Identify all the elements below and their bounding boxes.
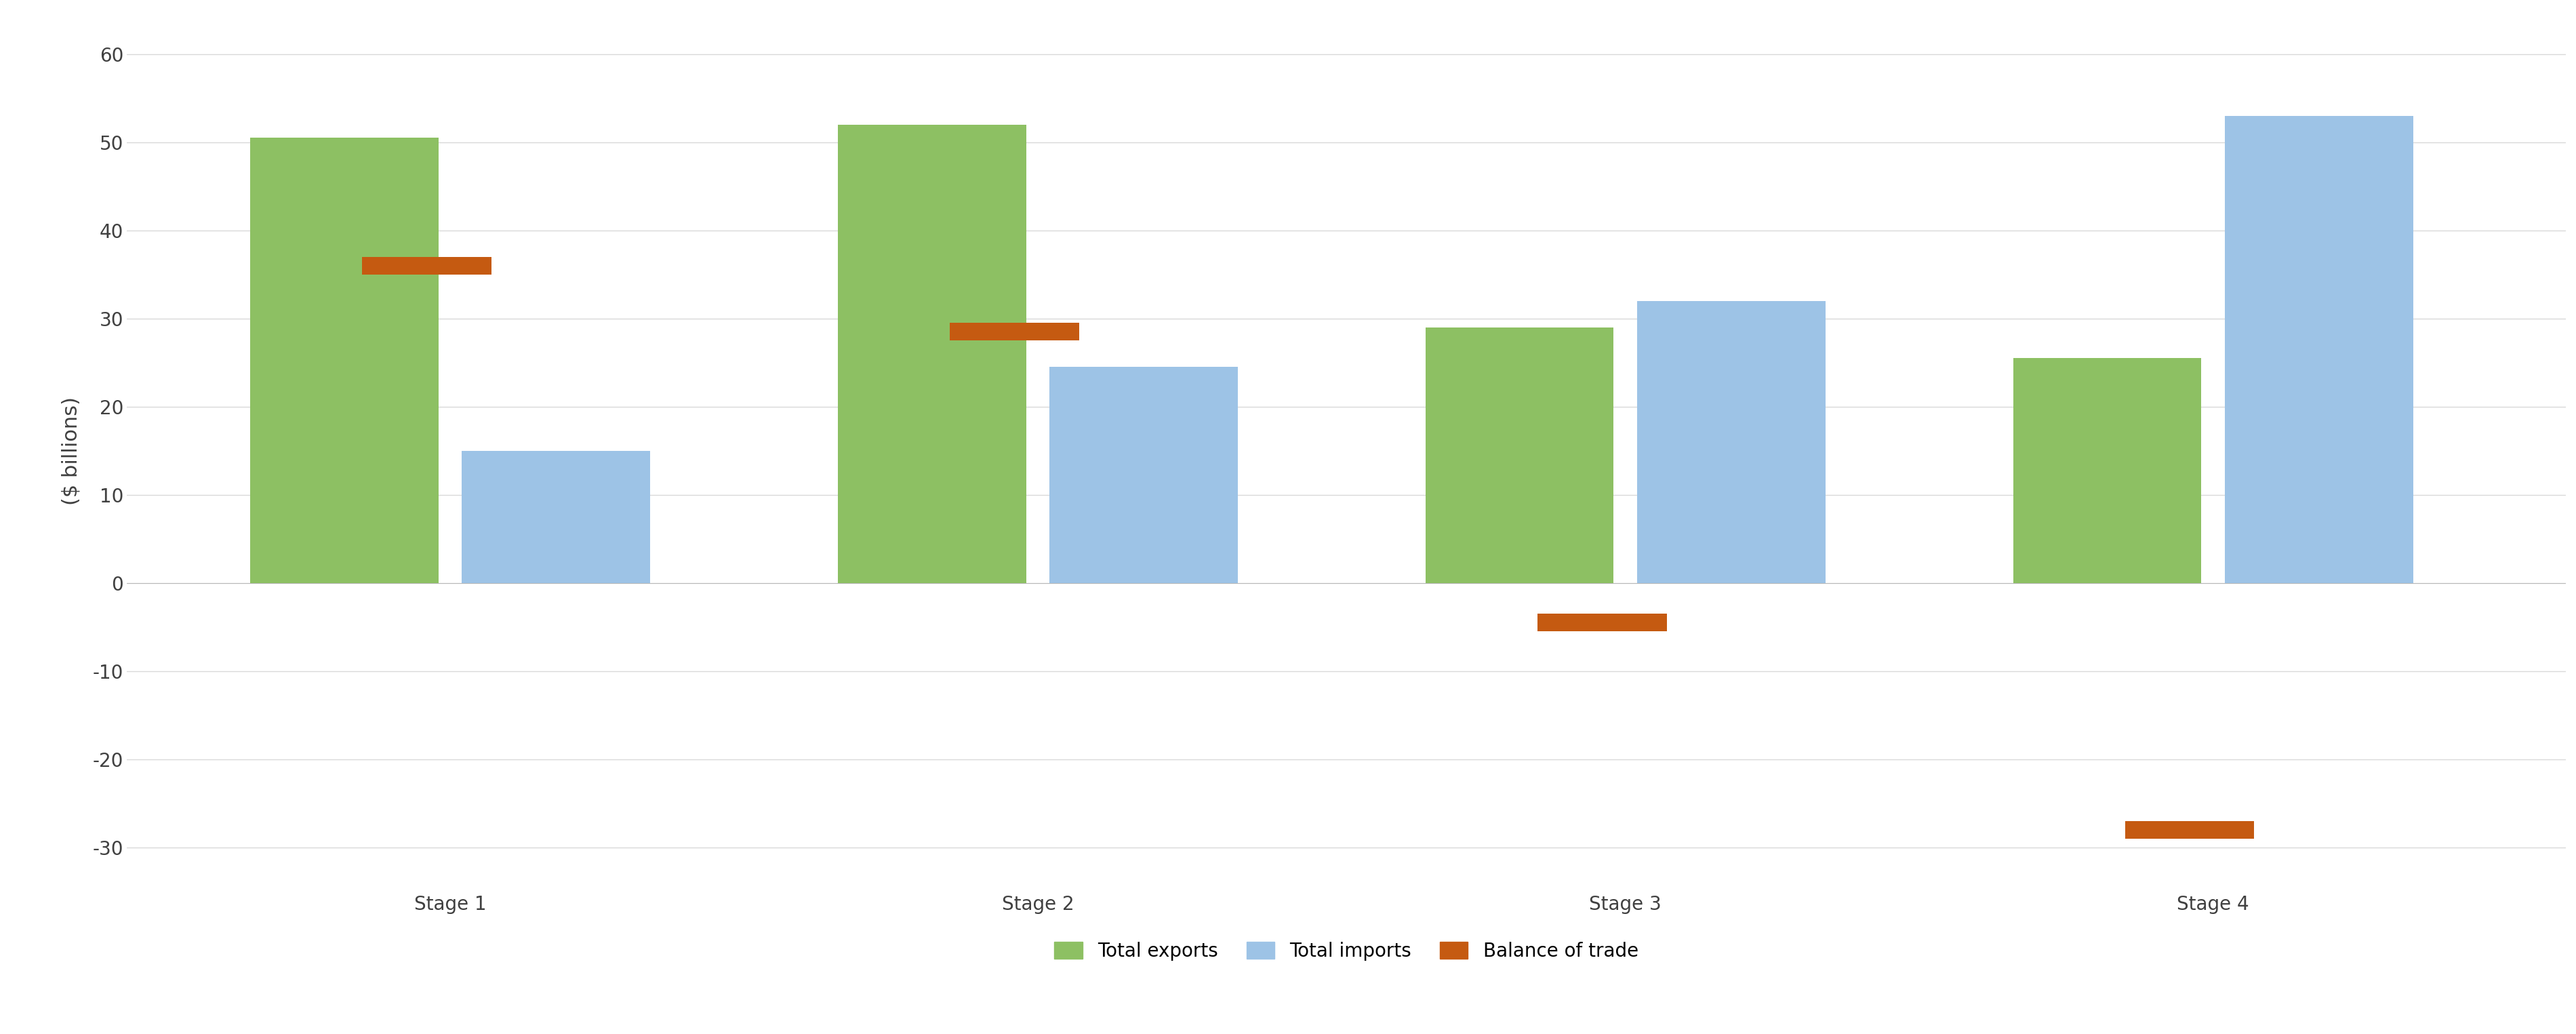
Bar [1425,328,1613,583]
Bar [1048,367,1236,583]
Bar [461,451,649,583]
Bar [250,138,438,583]
Bar [2226,116,2414,583]
Bar [1638,301,1826,583]
Bar [1538,614,1667,632]
Bar [2125,821,2254,839]
Legend: Total exports, Total imports, Balance of trade: Total exports, Total imports, Balance of… [1046,933,1649,970]
Bar [361,257,492,275]
Bar [837,125,1025,583]
Y-axis label: ($ billions): ($ billions) [62,397,82,506]
Bar [2014,359,2202,583]
Bar [951,323,1079,340]
